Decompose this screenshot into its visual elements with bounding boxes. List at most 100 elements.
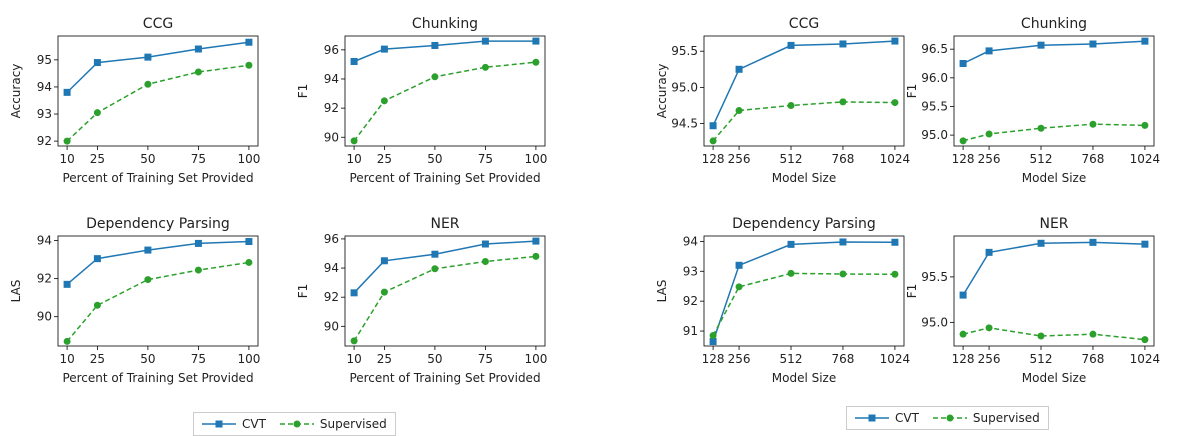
x-tick-label: 1024 [1130,352,1161,366]
data-point-cvt [194,239,202,247]
data-point-cvt [350,57,358,65]
x-tick-label: 256 [978,352,1001,366]
legend-item-cvt: CVT [202,417,266,431]
legend-swatch-supervised [279,420,314,428]
x-tick-label: 25 [377,152,392,166]
y-tick-label: 94 [37,234,52,248]
legend-label-supervised: Supervised [972,411,1040,425]
x-axis-label: Model Size [772,371,836,385]
y-tick-label: 93 [683,264,698,278]
y-tick-label: 94 [683,234,698,248]
data-point-supervised [787,269,795,277]
x-tick-label: 75 [478,152,493,166]
data-point-cvt [63,280,71,288]
y-tick-label: 95.0 [671,80,698,94]
x-tick-label: 1024 [880,352,911,366]
x-tick-label: 10 [59,152,74,166]
chart-title: CCG [789,16,819,32]
data-point-cvt [891,37,899,45]
data-point-cvt [709,338,717,346]
y-axis-label: F1 [296,284,310,299]
series-line-supervised [66,261,250,342]
x-axis-label: Percent of Training Set Provided [62,171,253,185]
data-point-cvt [839,238,847,246]
data-point-cvt [985,248,993,256]
x-tick-label: 512 [780,152,803,166]
legend-item-supervised: Supervised [932,411,1040,425]
x-tick-label: 25 [377,352,392,366]
y-tick-label: 90 [37,310,52,324]
data-point-supervised [431,265,439,273]
data-point-supervised [431,73,439,81]
data-point-cvt [959,291,967,299]
data-point-cvt [1037,41,1045,49]
chart-title: Chunking [412,16,478,32]
data-point-cvt [194,45,202,53]
data-point-supervised [63,137,71,145]
y-tick-label: 96.0 [921,71,948,85]
x-tick-label: 512 [1030,152,1053,166]
data-point-cvt [1141,240,1149,248]
y-tick-label: 92 [324,290,339,304]
legend-swatch-cvt [855,414,889,422]
chart-title: Dependency Parsing [732,216,876,232]
data-point-supervised [93,109,101,117]
x-tick-label: 10 [346,352,361,366]
data-point-cvt [481,37,489,45]
y-tick-label: 94 [324,72,339,86]
subplot-2: Chunking Percent of Training Set Provided… [296,16,547,185]
plot-frame [703,35,905,147]
plot-frame [344,235,546,347]
y-tick-label: 94.5 [671,117,698,131]
x-tick-label: 100 [237,152,260,166]
x-axis-label: Model Size [1022,171,1086,185]
data-point-cvt [431,41,439,49]
data-point-cvt [93,255,101,263]
data-point-supervised [735,107,743,115]
x-axis-label: Percent of Training Set Provided [349,171,540,185]
x-tick-label: 128 [702,152,725,166]
data-point-supervised [93,301,101,309]
plot-frame [57,235,259,347]
chart-title: Dependency Parsing [86,216,230,232]
x-tick-label: 1024 [1130,152,1161,166]
series-line-cvt [712,241,895,342]
data-point-supervised [787,101,795,109]
y-tick-label: 95.5 [671,44,698,58]
data-point-cvt [735,65,743,73]
series-line-supervised [962,327,1145,341]
data-point-cvt [431,250,439,258]
x-tick-label: 128 [952,152,975,166]
data-point-cvt [709,122,717,130]
data-point-supervised [532,252,540,260]
data-point-supervised [532,58,540,66]
chart-title: NER [430,216,459,232]
x-tick-label: 768 [832,352,855,366]
y-tick-label: 92 [324,101,339,115]
x-tick-label: 256 [978,152,1001,166]
data-point-supervised [891,99,899,107]
y-axis-label: F1 [905,84,919,99]
data-point-supervised [144,80,152,88]
data-point-cvt [1037,239,1045,247]
legend-item-cvt: CVT [855,411,919,425]
y-tick-label: 90 [324,130,339,144]
y-axis-label: F1 [296,84,310,99]
y-tick-label: 92 [683,294,698,308]
subplot-7: Dependency Parsing Model Size LAS 128 256 512… [655,216,910,385]
data-point-supervised [709,332,717,340]
x-tick-label: 768 [832,152,855,166]
chart-title: NER [1039,216,1068,232]
legend-right: CVT Supervised [846,406,1049,430]
data-point-supervised [1141,121,1149,129]
x-tick-label: 10 [59,352,74,366]
x-tick-label: 768 [1082,352,1105,366]
y-tick-label: 96 [324,43,339,57]
x-tick-label: 128 [702,352,725,366]
data-point-supervised [1037,124,1045,132]
y-axis-label: LAS [9,280,23,303]
chart-title: CCG [143,16,173,32]
x-tick-label: 256 [728,352,751,366]
series-line-supervised [712,272,895,336]
x-tick-label: 25 [90,152,105,166]
